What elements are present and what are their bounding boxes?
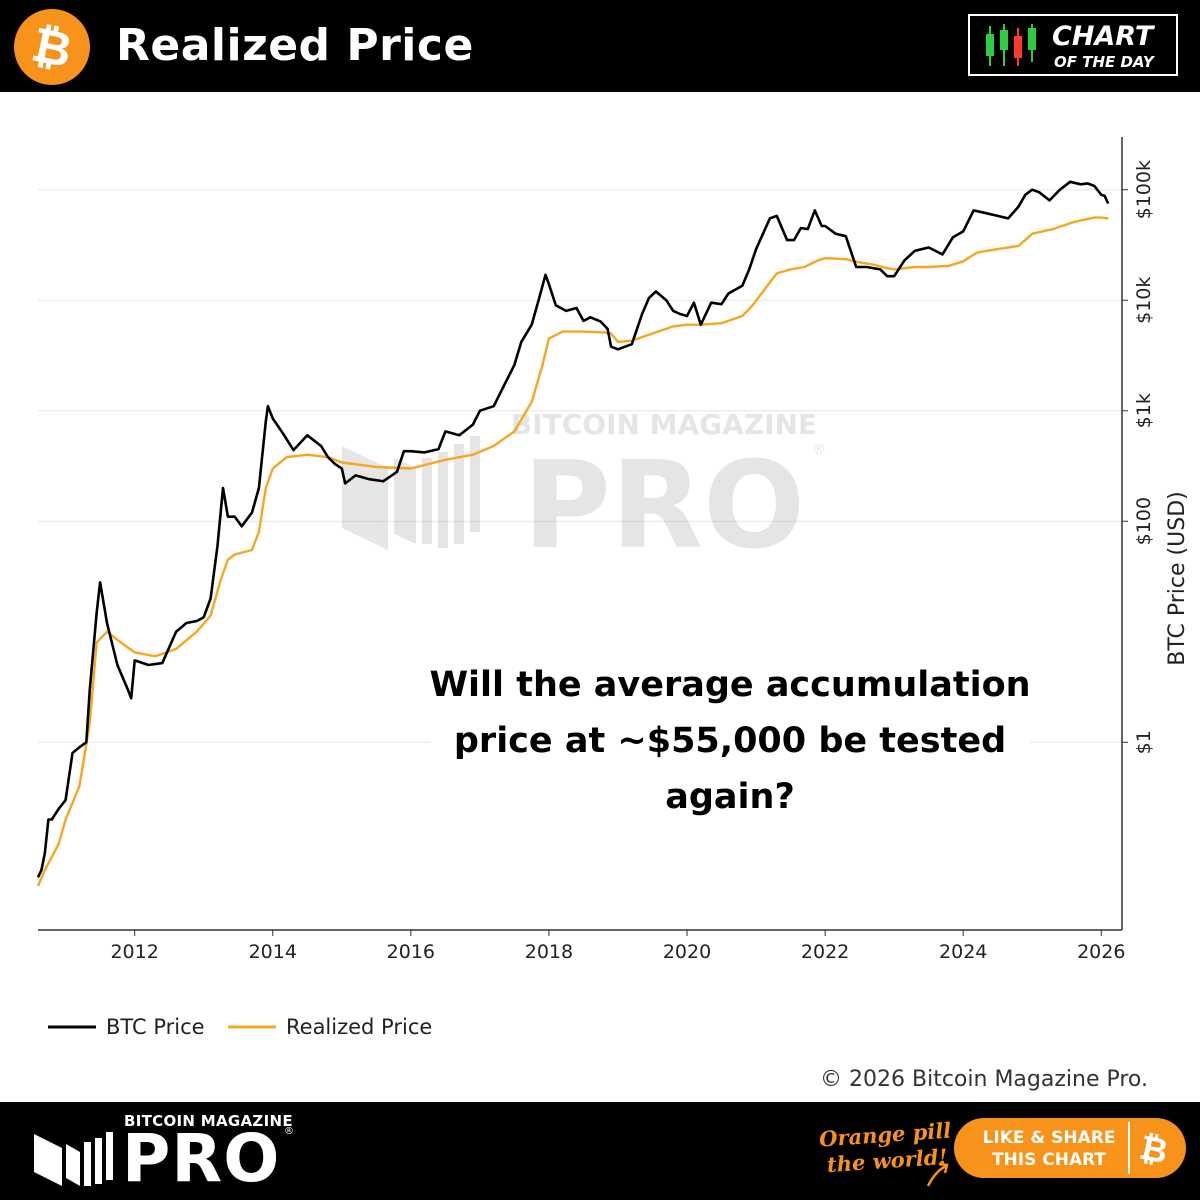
footer-brand-main: PRO	[122, 1120, 281, 1197]
x-tick-label: 2012	[110, 941, 158, 963]
x-tick-label: 2022	[801, 941, 849, 963]
share-line2: THIS CHART	[991, 1150, 1107, 1170]
watermark-bars-icon	[342, 436, 480, 550]
badge-line2: OF THE DAY	[1054, 53, 1154, 71]
legend: BTC Price Realized Price	[48, 1015, 432, 1039]
x-tick-label: 2020	[663, 941, 711, 963]
realized-price-chart: BITCOIN MAGAZINE PRO ® 2012 2014 2016 2018 2…	[36, 137, 1190, 1092]
pro-bars-logo-icon	[34, 1132, 113, 1186]
copyright-text: © 2026 Bitcoin Magazine Pro.	[820, 1067, 1148, 1092]
like-share-button[interactable]: LIKE & SHARE THIS CHART ₿	[954, 1118, 1186, 1178]
series-lines	[36, 180, 1110, 887]
y-tick-label: $1	[1133, 730, 1155, 754]
watermark: BITCOIN MAGAZINE PRO ®	[342, 408, 826, 576]
question-background	[430, 658, 1030, 818]
share-divider	[1128, 1122, 1130, 1174]
x-tick-label: 2014	[249, 941, 297, 963]
y-tick-label: $1k	[1133, 393, 1155, 428]
bitcoin-share-icon: ₿	[1136, 1128, 1171, 1168]
footer-brand-top: BITCOIN MAGAZINE	[124, 1112, 293, 1130]
watermark-reg-mark: ®	[812, 442, 826, 458]
footer-reg-mark: ®	[284, 1126, 294, 1137]
share-line1: LIKE & SHARE	[982, 1128, 1116, 1148]
arrow-icon	[926, 1162, 949, 1187]
footer-bar: BITCOIN MAGAZINE PRO ® Orange pill the w…	[0, 1102, 1200, 1200]
header-bar: ₿ Realized Price CHART OF THE DAY	[0, 0, 1200, 92]
btc-price-line	[36, 180, 1110, 878]
bitcoin-logo-icon: ₿	[14, 9, 90, 85]
chart-of-the-day-badge: CHART OF THE DAY	[968, 14, 1178, 76]
legend-realized-label: Realized Price	[286, 1015, 432, 1039]
y-tick-label: $100k	[1133, 160, 1155, 219]
realized-price-line	[36, 216, 1109, 887]
x-tick-label: 2018	[525, 941, 573, 963]
axes: 2012 2014 2016 2018 2020 2022 2024 2026 $1 $100 $1…	[38, 137, 1190, 963]
share-btc-symbol: ₿	[1136, 1128, 1171, 1168]
badge-line1: CHART	[1052, 21, 1154, 52]
watermark-main-text: PRO	[523, 437, 805, 576]
y-tick-label: $100	[1133, 497, 1155, 545]
y-tick-label: $10k	[1133, 277, 1155, 324]
y-axis-title: BTC Price (USD)	[1165, 491, 1190, 665]
question-line3: again?	[665, 777, 795, 817]
question-line1: Will the average accumulation	[429, 665, 1030, 705]
question-line2: price at ~$55,000 be tested	[454, 721, 1006, 761]
x-tick-label: 2016	[387, 941, 435, 963]
watermark-top-text: BITCOIN MAGAZINE	[511, 408, 817, 441]
page-title: Realized Price	[116, 20, 474, 71]
legend-btc-label: BTC Price	[106, 1015, 205, 1039]
x-tick-label: 2026	[1077, 941, 1125, 963]
question-annotation: Will the average accumulation price at ~…	[429, 658, 1031, 818]
candlestick-icon	[986, 24, 1036, 66]
x-tick-label: 2024	[939, 941, 987, 963]
